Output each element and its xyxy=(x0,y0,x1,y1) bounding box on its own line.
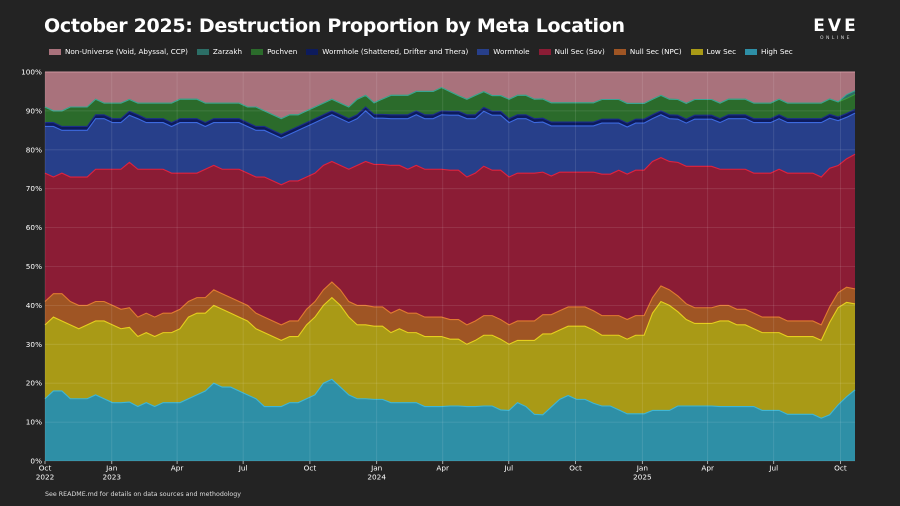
x-tick-label: Oct xyxy=(834,464,847,473)
y-tick-label: 0% xyxy=(30,457,42,466)
x-tick-label: Jan xyxy=(636,464,648,473)
x-tick-label: Oct xyxy=(569,464,582,473)
y-tick-label: 40% xyxy=(26,301,42,310)
x-tick-label: Jan xyxy=(105,464,117,473)
legend-label: Null Sec (NPC) xyxy=(629,47,682,56)
x-tick-year: 2025 xyxy=(633,473,652,482)
series-area-low-sec xyxy=(45,297,855,419)
x-tick-label: Apr xyxy=(171,464,184,473)
x-tick-label: Oct xyxy=(304,464,317,473)
legend-label: Non-Universe (Void, Abyssal, CCP) xyxy=(65,47,188,56)
y-tick-label: 20% xyxy=(26,379,42,388)
legend-item-null-sec-npc: Null Sec (NPC) xyxy=(613,47,682,56)
legend-swatch xyxy=(251,48,264,55)
x-tick-label: Jul xyxy=(768,464,778,473)
legend-label: Low Sec xyxy=(706,47,737,56)
series-line-null-sec-sov xyxy=(44,153,856,186)
legend-item-pochven: Pochven xyxy=(251,47,297,56)
y-tick-label: 70% xyxy=(26,184,42,193)
legend-item-wormhole-shattered-drifter-and-thera: Wormhole (Shattered, Drifter and Thera) xyxy=(306,47,468,56)
legend-swatch xyxy=(745,48,758,55)
legend-item-high-sec: High Sec xyxy=(745,47,793,56)
legend-label: Zarzakh xyxy=(212,47,243,56)
y-tick-label: 100% xyxy=(21,68,42,77)
x-tick-label: Jul xyxy=(238,464,248,473)
x-tick-year: 2022 xyxy=(36,473,55,482)
eve-online-logo: EVE ONLINE xyxy=(808,16,864,42)
series-line-low-sec xyxy=(44,296,856,345)
series-line-wormhole xyxy=(45,110,856,139)
series-line-null-sec-npc xyxy=(44,281,856,326)
logo-mark: EVE xyxy=(813,16,859,36)
legend-swatch xyxy=(306,48,319,55)
y-tick-label: 80% xyxy=(26,145,42,154)
x-tick-label: Oct xyxy=(39,464,52,473)
legend-swatch xyxy=(690,48,703,55)
series-line-wormhole-shattered-drifter-and-thera xyxy=(45,106,856,135)
series-line-zarzakh xyxy=(44,86,856,120)
series-area-null-sec-sov xyxy=(45,154,855,325)
x-tick-year: 2024 xyxy=(367,473,386,482)
chart-legend: Non-Universe (Void, Abyssal, CCP) Zarzakh… xyxy=(49,47,793,56)
legend-label: Wormhole xyxy=(493,47,530,56)
y-tick-label: 90% xyxy=(26,106,42,115)
series-area-high-sec xyxy=(45,379,855,461)
series-area-wormhole xyxy=(45,110,855,185)
footnote: See README.md for details on data source… xyxy=(45,491,242,498)
x-tick-label: Apr xyxy=(436,464,449,473)
x-tick-year: 2023 xyxy=(102,473,121,482)
legend-swatch xyxy=(477,48,490,55)
legend-item-wormhole: Wormhole xyxy=(477,47,530,56)
y-tick-label: 50% xyxy=(26,262,42,271)
legend-swatch xyxy=(49,48,61,55)
y-tick-label: 10% xyxy=(26,418,42,427)
legend-label: Wormhole (Shattered, Drifter and Thera) xyxy=(322,47,469,56)
legend-item-low-sec: Low Sec xyxy=(690,47,737,56)
legend-label: Null Sec (Sov) xyxy=(554,47,605,56)
legend-label: Pochven xyxy=(267,47,298,56)
logo-subtitle: ONLINE xyxy=(820,36,852,41)
legend-swatch xyxy=(538,48,551,55)
legend-item-null-sec-sov: Null Sec (Sov) xyxy=(538,47,605,56)
legend-item-non-universe-void-abyssal-ccp: Non-Universe (Void, Abyssal, CCP) xyxy=(49,47,188,56)
x-tick-label: Jan xyxy=(370,464,382,473)
chart-title: October 2025: Destruction Proportion by … xyxy=(44,15,625,37)
legend-label: High Sec xyxy=(761,47,793,56)
y-tick-label: 60% xyxy=(26,223,42,232)
series-line-high-sec xyxy=(44,378,856,419)
y-tick-label: 30% xyxy=(26,340,42,349)
legend-swatch xyxy=(196,48,209,55)
x-tick-label: Jul xyxy=(503,464,513,473)
x-tick-label: Apr xyxy=(701,464,714,473)
legend-item-zarzakh: Zarzakh xyxy=(196,47,243,56)
legend-swatch xyxy=(613,48,626,55)
